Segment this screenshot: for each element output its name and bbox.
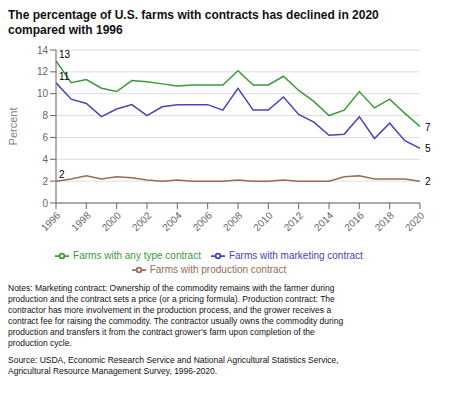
html-text:Notes: Marketing contract: Own: Notes: Marketing contract: Ownership of … (8, 283, 344, 348)
svg-text:14: 14 (37, 45, 49, 56)
svg-text:2012: 2012 (282, 209, 306, 233)
svg-text:1998: 1998 (69, 209, 93, 233)
html-text:Farms with production contract: Farms with production contract (149, 263, 287, 275)
svg-text:2020: 2020 (403, 209, 427, 233)
html-text:The percentage of U.S. farms w: The percentage of U.S. farms with contra… (8, 8, 379, 37)
svg-text:4: 4 (42, 154, 48, 165)
svg-text:2004: 2004 (160, 209, 184, 233)
svg-text:2000: 2000 (100, 209, 124, 233)
html-text:Farms with marketing contract: Farms with marketing contract (228, 249, 363, 261)
svg-text:2002: 2002 (130, 209, 154, 233)
svg-text:2018: 2018 (373, 209, 397, 233)
svg-text:11: 11 (59, 71, 70, 82)
svg-text:2014: 2014 (312, 209, 336, 233)
svg-text:13: 13 (59, 49, 71, 60)
html-text:Farms with any type contract: Farms with any type contract (73, 249, 201, 261)
svg-text:2006: 2006 (191, 209, 215, 233)
svg-text:5: 5 (425, 143, 431, 154)
svg-text:1996: 1996 (39, 209, 63, 233)
svg-text:2: 2 (42, 176, 48, 187)
svg-text:Percent: Percent (8, 108, 19, 146)
svg-text:6: 6 (42, 132, 48, 143)
svg-text:2008: 2008 (221, 209, 245, 233)
svg-text:0: 0 (42, 198, 48, 209)
svg-text:2: 2 (425, 176, 431, 187)
svg-text:2: 2 (59, 169, 65, 180)
svg-text:2016: 2016 (342, 209, 366, 233)
svg-text:10: 10 (37, 88, 49, 99)
svg-text:2010: 2010 (251, 209, 275, 233)
svg-text:12: 12 (37, 66, 49, 77)
svg-text:7: 7 (425, 122, 431, 133)
svg-text:8: 8 (42, 110, 48, 121)
html-text:Source: USDA, Economic Researc: Source: USDA, Economic Research Service … (8, 355, 339, 376)
